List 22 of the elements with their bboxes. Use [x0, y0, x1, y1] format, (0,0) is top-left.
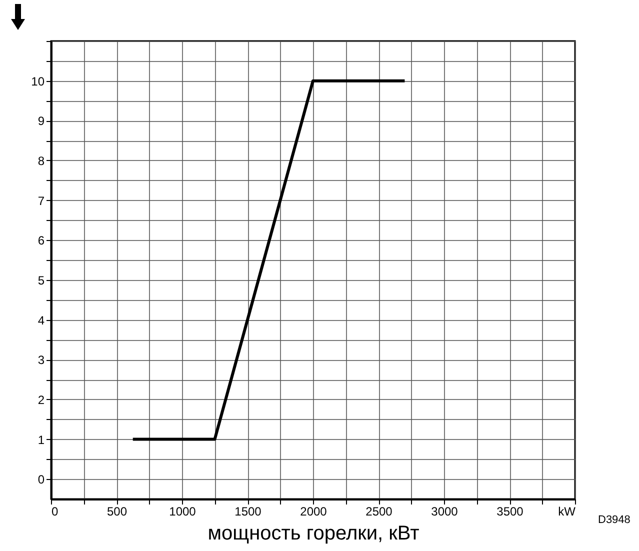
y-tick-label: 3	[38, 353, 45, 368]
y-tick-label: 8	[38, 154, 45, 168]
x-tick-label: 1000	[169, 504, 196, 518]
y-tick-label: 2	[38, 392, 45, 407]
x-tick-label: 0	[52, 504, 58, 518]
x-axis-title: мощность горелки, кВт	[208, 522, 420, 544]
x-tick-label: 1500	[234, 504, 262, 518]
y-tick-label: 10	[31, 74, 45, 88]
x-tick-label: kW	[558, 504, 576, 518]
text: D3948	[598, 514, 630, 526]
y-tick-label: 9	[38, 114, 45, 128]
y-tick-label: 0	[38, 472, 45, 487]
x-tick-label: 2000	[300, 504, 328, 518]
y-tick-label: 6	[38, 234, 45, 248]
y-tick-label: 7	[38, 194, 45, 208]
x-tick-label: 3500	[496, 504, 524, 518]
x-tick-label: 3000	[431, 504, 458, 518]
y-tick-label: 5	[38, 273, 45, 288]
x-tick-label: 500	[106, 504, 128, 518]
x-tick-label: 2500	[366, 504, 393, 518]
y-tick-label: 1	[38, 432, 45, 447]
y-tick-label: 4	[38, 313, 45, 328]
